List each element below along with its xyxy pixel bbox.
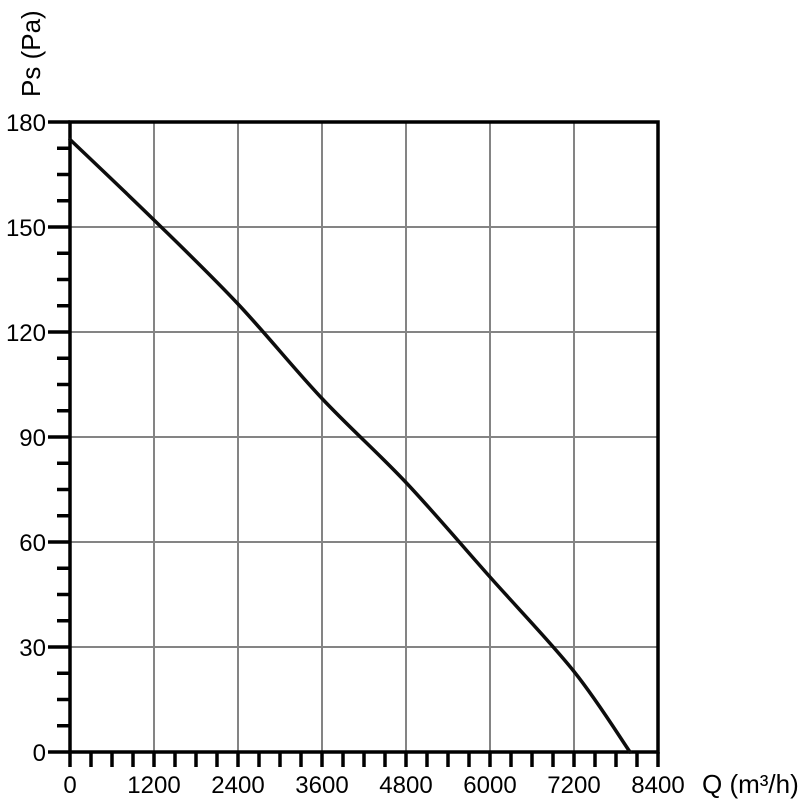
fan-performance-curve [68,137,632,754]
grid-layer [70,122,658,752]
x-tick-label: 3600 [295,772,348,799]
y-tick-label: 150 [6,215,46,242]
x-tick-label: 6000 [463,772,516,799]
y-tick-label: 30 [19,635,46,662]
series-layer [68,137,632,754]
y-tick-label: 120 [6,320,46,347]
x-axis-title: Q (m³/h) [702,769,799,799]
y-tick-label: 180 [6,110,46,137]
x-tick-label: 7200 [547,772,600,799]
x-tick-label: 2400 [211,772,264,799]
y-axis-title: Ps (Pa) [16,10,46,97]
y-tick-label: 0 [33,740,46,767]
y-tick-label: 90 [19,425,46,452]
x-tick-label: 4800 [379,772,432,799]
y-tick-label: 60 [19,530,46,557]
x-tick-label: 0 [63,772,76,799]
axis-layer: 0 1200 2400 3600 4800 6000 7200 8400 0 30 60 90 120 1… [6,110,685,799]
x-tick-label: 8400 [631,772,684,799]
x-tick-label: 1200 [127,772,180,799]
